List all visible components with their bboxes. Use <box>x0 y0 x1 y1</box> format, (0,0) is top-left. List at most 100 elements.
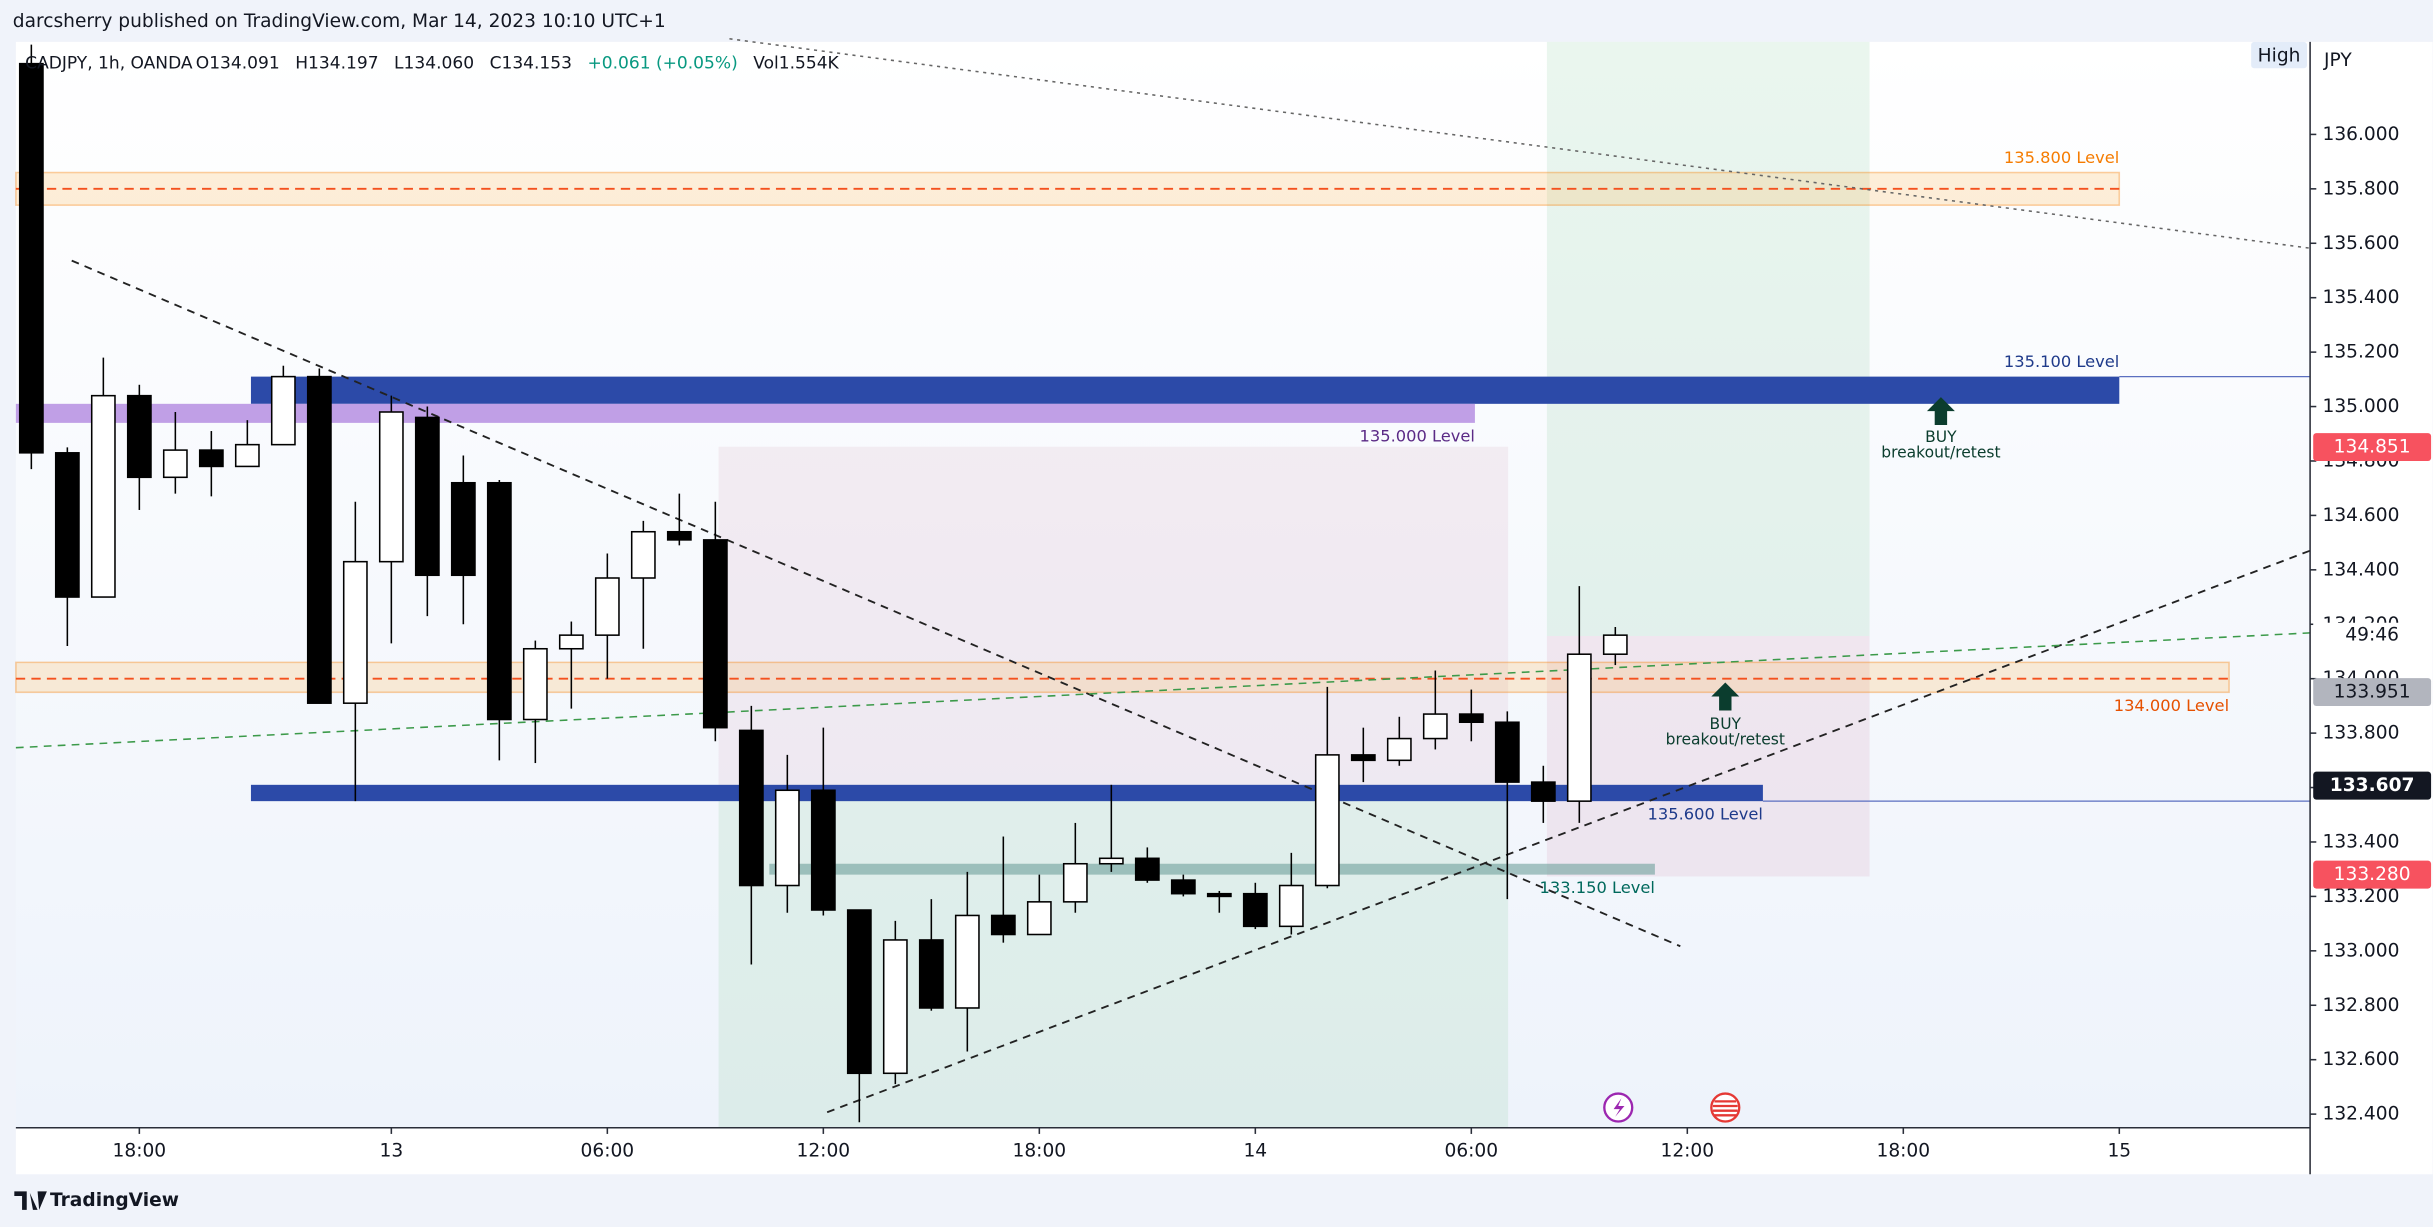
axes: 132.400 132.600 132.800 133.000 133.200 133.4… <box>113 124 2432 1161</box>
legend-value: C134.153 <box>490 54 572 74</box>
candle-body <box>1170 879 1196 895</box>
y-tick-label: 132.800 <box>2323 995 2400 1016</box>
x-tick-label: 06:00 <box>1444 1140 1498 1161</box>
time-axis-bg <box>15 1127 2311 1175</box>
candle-body <box>594 577 620 636</box>
levels: 135.800 Level 135.100 Level 135.000 Level 1… <box>15 148 2311 897</box>
candle-body <box>1134 857 1160 881</box>
price-label-box <box>2313 433 2432 462</box>
y-tick-label: 133.200 <box>2323 886 2400 907</box>
candle-body <box>486 481 512 721</box>
y-tick-label: 132.400 <box>2323 1104 2400 1125</box>
legend-value: L134.060 <box>394 54 474 74</box>
candle-body <box>954 914 980 1009</box>
candle-body <box>558 634 584 650</box>
brand-logo <box>14 1191 47 1210</box>
candle-body <box>270 375 296 446</box>
candle-body <box>1386 737 1412 762</box>
candle-body <box>234 443 260 468</box>
candle-body <box>1098 857 1124 865</box>
candles <box>18 44 1628 1123</box>
countdown-box <box>2313 622 2432 648</box>
level-zone <box>250 376 2120 404</box>
candle-body <box>1530 781 1556 802</box>
candle-body <box>1278 884 1304 928</box>
y-tick-label: 133.800 <box>2323 723 2400 744</box>
level-label: 133.150 Level <box>1540 878 1655 897</box>
candle-body <box>1458 713 1484 724</box>
candle-body <box>630 530 656 579</box>
level-zone <box>769 863 1655 875</box>
candle-body <box>18 62 44 454</box>
annotations: BUY breakout/retest BUY breakout/retest <box>1666 428 2001 748</box>
trendline <box>729 38 2311 249</box>
price-label: 133.951 <box>2334 682 2411 703</box>
risk-box <box>718 446 1509 785</box>
y-tick-label: 135.400 <box>2323 287 2400 308</box>
annotation: BUY <box>1925 428 1957 446</box>
candle-body <box>738 729 764 887</box>
event-icon-glyph <box>1712 1100 1738 1117</box>
price-label: 134.851 <box>2334 437 2411 458</box>
legend-value: Vol1.554K <box>753 54 839 74</box>
y-tick-label: 134.400 <box>2323 559 2400 580</box>
buy-arrow <box>1711 682 1740 711</box>
x-tick-label: 13 <box>379 1140 403 1161</box>
candle-body <box>54 452 80 598</box>
level-label: 135.800 Level <box>2004 148 2119 167</box>
candle-body <box>1206 892 1232 898</box>
trendline <box>71 259 1681 948</box>
x-tick-label: 14 <box>1243 1140 1267 1161</box>
event-icon-glyph <box>1613 1098 1625 1117</box>
candle-body <box>1026 901 1052 936</box>
brand: TradingView <box>14 1190 179 1211</box>
legend-value: H134.197 <box>295 54 378 74</box>
x-tick-label: 12:00 <box>1660 1140 1714 1161</box>
y-tick-label: 136.000 <box>2323 124 2400 145</box>
candle-body <box>918 939 944 1009</box>
price-label-box <box>2313 771 2432 800</box>
price-label: 133.280 <box>2334 864 2411 885</box>
level-label: 135.600 Level <box>1648 805 1763 824</box>
x-tick-label: 12:00 <box>797 1140 851 1161</box>
candle-body <box>882 939 908 1075</box>
annotation: breakout/retest <box>1666 730 1785 748</box>
x-tick-label: 18:00 <box>1013 1140 1067 1161</box>
axis-unit: JPY <box>2323 50 2352 71</box>
candle-body <box>810 789 836 911</box>
candle-body <box>1602 634 1628 655</box>
event-icon[interactable] <box>1710 1092 1741 1123</box>
y-tick-label: 133.400 <box>2323 831 2400 852</box>
high-button-label[interactable]: High <box>2258 45 2301 66</box>
candle-body <box>702 539 728 729</box>
candle-body <box>1350 754 1376 762</box>
legend-title: CADJPY, 1h, OANDA <box>25 54 193 74</box>
candle-body <box>666 530 692 541</box>
level-label: 134.000 Level <box>2114 696 2229 715</box>
level-label: 135.000 Level <box>1360 426 1475 445</box>
price-label: 133.607 <box>2330 775 2415 796</box>
candle-body <box>90 394 116 598</box>
candle-body <box>1242 892 1268 928</box>
price-axis-bg <box>2310 41 2433 1175</box>
x-tick-label: 18:00 <box>113 1140 167 1161</box>
y-tick-label: 132.600 <box>2323 1049 2400 1070</box>
candle-body <box>1494 721 1520 783</box>
candle-body <box>1314 754 1340 887</box>
candle-body <box>1422 713 1448 740</box>
legend-value: +0.061 (+0.05%) <box>587 54 737 74</box>
level-zone <box>250 784 1763 802</box>
high-button[interactable] <box>2251 41 2307 69</box>
price-label-box <box>2313 860 2432 889</box>
header: darcsherry published on TradingView.com,… <box>13 11 666 32</box>
level-label: 135.100 Level <box>2004 352 2119 371</box>
candle-body <box>198 449 224 468</box>
candle-body <box>774 789 800 887</box>
level-zone <box>15 661 2230 694</box>
candle-body <box>162 449 188 479</box>
legend: CADJPY, 1h, OANDA O134.091 H134.197 L134.0… <box>25 54 839 74</box>
x-tick-label: 15 <box>2107 1140 2131 1161</box>
candle-body <box>846 909 872 1075</box>
brand-name: TradingView <box>50 1190 179 1211</box>
